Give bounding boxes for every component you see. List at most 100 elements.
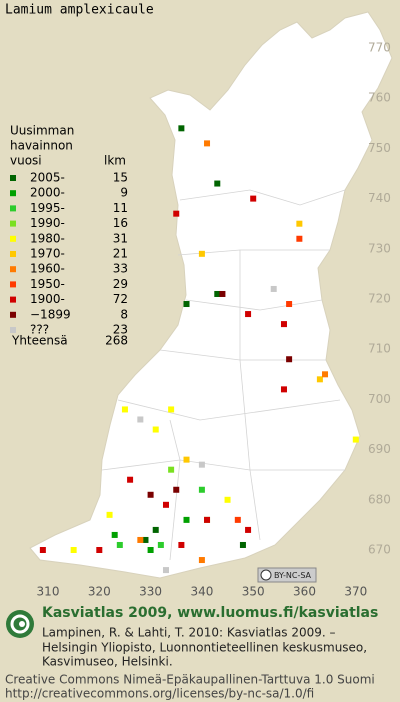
legend-label: ??? bbox=[30, 323, 49, 337]
occurrence-square bbox=[142, 536, 149, 543]
y-tick-label: 720 bbox=[368, 292, 391, 306]
occurrence-square bbox=[352, 436, 359, 443]
occurrence-square bbox=[147, 547, 154, 553]
x-tick-label: 320 bbox=[88, 585, 111, 599]
occurrence-square bbox=[173, 486, 180, 493]
legend-label: 1900- bbox=[30, 292, 65, 306]
legend-count: 21 bbox=[113, 247, 128, 261]
y-tick-label: 710 bbox=[368, 342, 391, 356]
legend-swatch bbox=[10, 190, 16, 197]
occurrence-square bbox=[137, 536, 144, 543]
legend-swatch bbox=[10, 175, 16, 181]
logo bbox=[6, 610, 34, 638]
occurrence-square bbox=[198, 461, 205, 468]
occurrence-square bbox=[204, 516, 211, 523]
occurrence-square bbox=[39, 547, 46, 553]
legend-label: 1950- bbox=[30, 277, 65, 291]
occurrence-square bbox=[198, 250, 205, 257]
occurrence-square bbox=[280, 321, 287, 328]
y-tick-label: 740 bbox=[368, 191, 391, 205]
license-badge: BY-NC-SA bbox=[257, 567, 317, 583]
legend-swatch bbox=[10, 311, 16, 318]
y-tick-label: 680 bbox=[368, 492, 391, 506]
y-tick-label: 700 bbox=[368, 392, 391, 406]
occurrence-square bbox=[280, 386, 287, 393]
occurrence-square bbox=[106, 511, 113, 518]
occurrence-square bbox=[296, 220, 303, 227]
land bbox=[29, 11, 393, 579]
occurrence-square bbox=[183, 516, 190, 523]
x-tick-label: 370 bbox=[344, 585, 367, 599]
occurrence-square bbox=[234, 516, 241, 523]
occurrence-square bbox=[178, 541, 185, 548]
occurrence-square bbox=[219, 290, 226, 297]
occurrence-square bbox=[168, 466, 175, 473]
footer-headline: Kasviatlas 2009, www.luomus.fi/kasviatla… bbox=[42, 605, 378, 621]
occurrence-square bbox=[224, 496, 231, 503]
occurrence-square bbox=[168, 406, 175, 413]
legend-label: 1960- bbox=[30, 262, 65, 276]
total-value: 268 bbox=[105, 334, 128, 348]
x-tick-label: 360 bbox=[293, 585, 316, 599]
legend-count: 8 bbox=[120, 307, 128, 321]
occurrence-square bbox=[183, 456, 190, 463]
cc-icon bbox=[260, 569, 272, 581]
occurrence-square bbox=[178, 125, 185, 132]
legend-label: 1995- bbox=[30, 201, 65, 215]
occurrence-square bbox=[121, 406, 128, 413]
legend-count: 29 bbox=[113, 277, 128, 291]
total-label: Yhteensä bbox=[11, 334, 68, 348]
occurrence-square bbox=[270, 285, 277, 292]
occurrence-square bbox=[250, 195, 257, 202]
credit-line: Kasvimuseo, Helsinki. bbox=[42, 655, 173, 669]
legend-header: havainnon bbox=[10, 139, 73, 153]
legend-label: 1970- bbox=[30, 247, 65, 261]
y-tick-label: 730 bbox=[368, 241, 391, 255]
y-tick-label: 770 bbox=[368, 41, 391, 55]
region-borders bbox=[101, 189, 346, 561]
license-line: http://creativecommons.org/licenses/by-n… bbox=[5, 687, 314, 701]
occurrence-square bbox=[316, 376, 323, 383]
legend-swatch bbox=[10, 296, 16, 303]
occurrence-square bbox=[204, 140, 211, 147]
badge-text: BY-NC-SA bbox=[274, 571, 312, 580]
legend-swatch bbox=[10, 281, 16, 288]
occurrence-square bbox=[198, 486, 205, 493]
legend-count: 31 bbox=[113, 231, 128, 245]
occurrence-square bbox=[245, 526, 252, 533]
occurrence-square bbox=[173, 210, 180, 217]
occurrence-square bbox=[322, 371, 329, 378]
occurrence-square bbox=[245, 311, 252, 318]
occurrence-square bbox=[152, 526, 159, 533]
credit-line: Helsingin Yliopisto, Luonnontieteellinen… bbox=[42, 641, 367, 655]
legend-count: 9 bbox=[120, 186, 128, 200]
legend-label: 2000- bbox=[30, 186, 65, 200]
legend-swatch bbox=[10, 327, 16, 333]
legend-count: 72 bbox=[113, 292, 128, 306]
map-title: Lamium amplexicaule bbox=[5, 3, 154, 18]
legend-swatch bbox=[10, 266, 16, 273]
occurrence-square bbox=[147, 491, 154, 498]
count-header: lkm bbox=[104, 154, 126, 168]
occurrence-square bbox=[96, 547, 103, 553]
occurrence-square bbox=[183, 301, 190, 308]
occurrence-square bbox=[198, 557, 205, 564]
legend-swatch bbox=[10, 220, 16, 227]
legend-header: Uusimman bbox=[10, 124, 74, 138]
license-line: Creative Commons Nimeä-Epäkaupallinen-Ta… bbox=[5, 673, 375, 687]
occurrence-square bbox=[157, 541, 164, 548]
occurrence-square bbox=[152, 426, 159, 433]
y-tick-label: 670 bbox=[368, 543, 391, 557]
occurrence-square bbox=[286, 301, 293, 308]
x-tick-label: 340 bbox=[190, 585, 213, 599]
occurrence-square bbox=[111, 531, 118, 538]
legend-label: −1899 bbox=[30, 307, 71, 321]
legend-count: 11 bbox=[113, 201, 128, 215]
logo-swirl bbox=[10, 614, 30, 634]
occurrence-square bbox=[116, 541, 123, 548]
legend-swatch bbox=[10, 235, 16, 242]
occurrence-square bbox=[127, 476, 134, 483]
logo-center bbox=[19, 621, 25, 627]
legend-count: 33 bbox=[113, 262, 128, 276]
